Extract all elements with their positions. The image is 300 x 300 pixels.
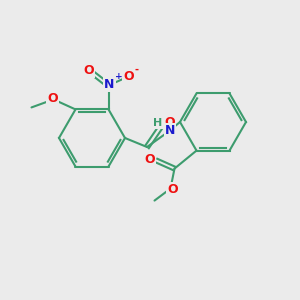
Text: N: N — [165, 124, 175, 136]
Text: O: O — [144, 153, 155, 166]
Text: O: O — [167, 183, 178, 196]
Text: H: H — [153, 118, 163, 128]
Text: O: O — [47, 92, 58, 105]
Text: +: + — [116, 72, 123, 81]
Text: O: O — [123, 70, 134, 83]
Text: O: O — [83, 64, 94, 77]
Text: O: O — [165, 116, 175, 130]
Text: -: - — [134, 64, 139, 74]
Text: N: N — [104, 78, 115, 91]
